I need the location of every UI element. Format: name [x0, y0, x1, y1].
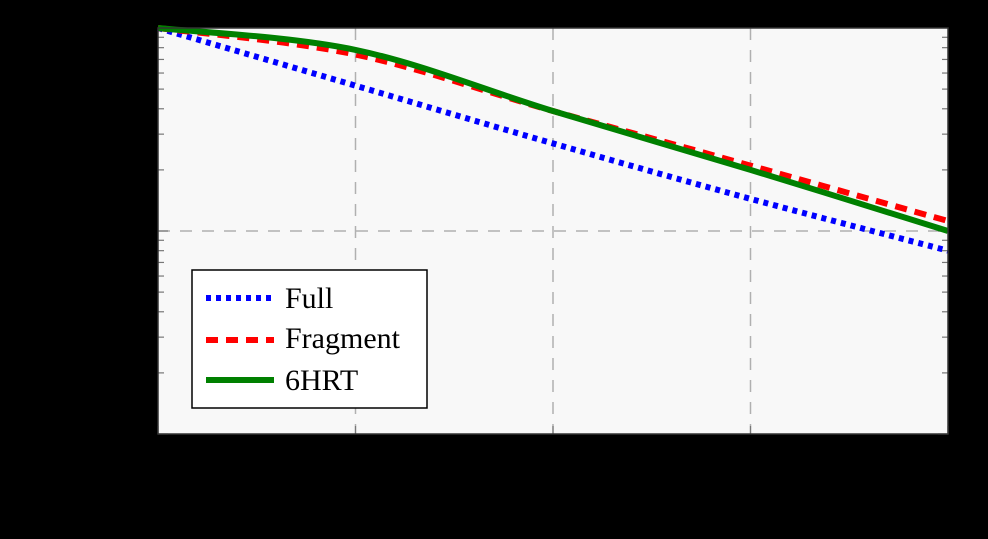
- legend-item-full: Full: [206, 282, 333, 315]
- legend: Full Fragment 6HRT: [191, 269, 428, 409]
- legend-item-6hrt: 6HRT: [206, 364, 358, 397]
- legend-label-full: Full: [285, 282, 333, 315]
- series-line-full: [157, 25, 949, 254]
- plot-frame: [157, 27, 949, 435]
- legend-label-6hrt: 6HRT: [285, 364, 358, 397]
- legend-item-fragment: Fragment: [206, 322, 401, 355]
- legend-label-fragment: Fragment: [285, 322, 401, 355]
- data-series: [157, 25, 949, 254]
- series-line-6hrt: [157, 25, 949, 234]
